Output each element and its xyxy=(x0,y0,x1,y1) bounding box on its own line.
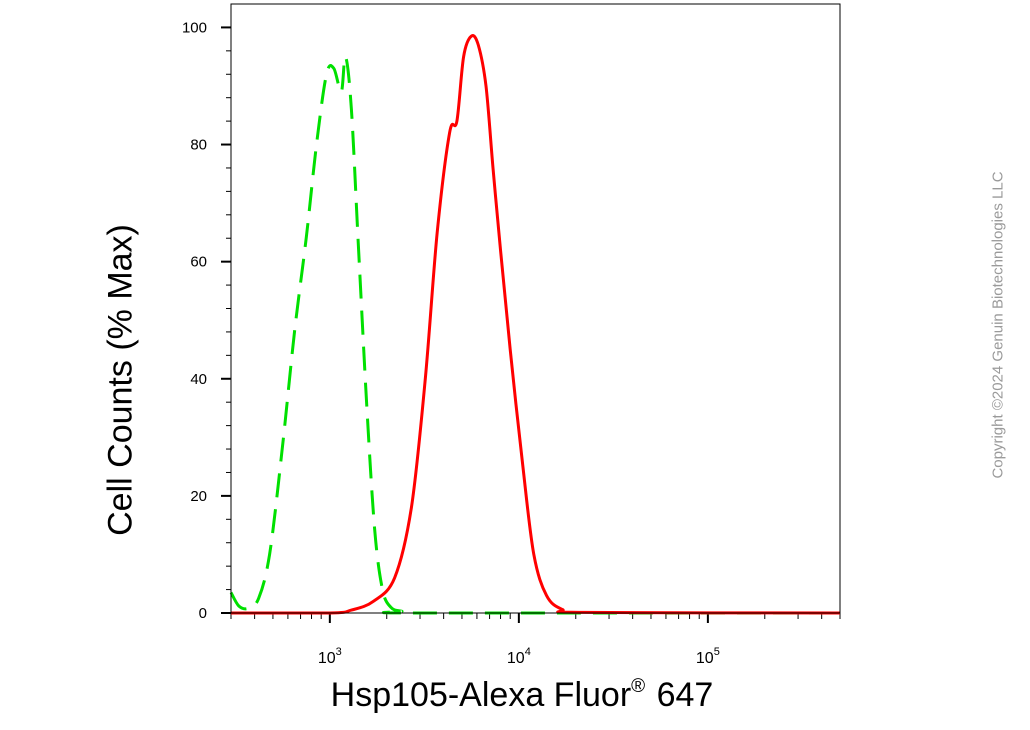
y-tick-label: 100 xyxy=(182,19,207,36)
x-tick-label: 105 xyxy=(696,646,720,667)
axis-ticks xyxy=(221,26,841,623)
copyright-notice: Copyright ©2024 Genuin Biotechnologies L… xyxy=(989,171,1007,479)
x-tick-label: 103 xyxy=(318,646,342,667)
registered-mark: ® xyxy=(631,675,646,697)
y-axis-label: Cell Counts (% Max) xyxy=(101,224,140,536)
x-axis-label: Hsp105-Alexa Fluor® 647 xyxy=(331,676,714,715)
x-axis-label-tail: 647 xyxy=(647,676,714,714)
plot-frame xyxy=(230,3,841,614)
tick-labels: 0 20 40 60 80 100 103 104 105 xyxy=(182,19,720,667)
y-tick-label: 60 xyxy=(190,254,207,271)
x-axis-label-main: Hsp105-Alexa Fluor xyxy=(330,676,632,714)
series-line-1 xyxy=(229,55,840,615)
y-tick-label: 80 xyxy=(190,137,207,154)
y-tick-label: 40 xyxy=(190,371,207,388)
series-line-2 xyxy=(231,34,841,615)
y-tick-label: 0 xyxy=(199,605,207,622)
series-layer xyxy=(229,34,841,615)
y-tick-label: 20 xyxy=(190,488,207,505)
x-tick-label: 104 xyxy=(507,646,531,667)
